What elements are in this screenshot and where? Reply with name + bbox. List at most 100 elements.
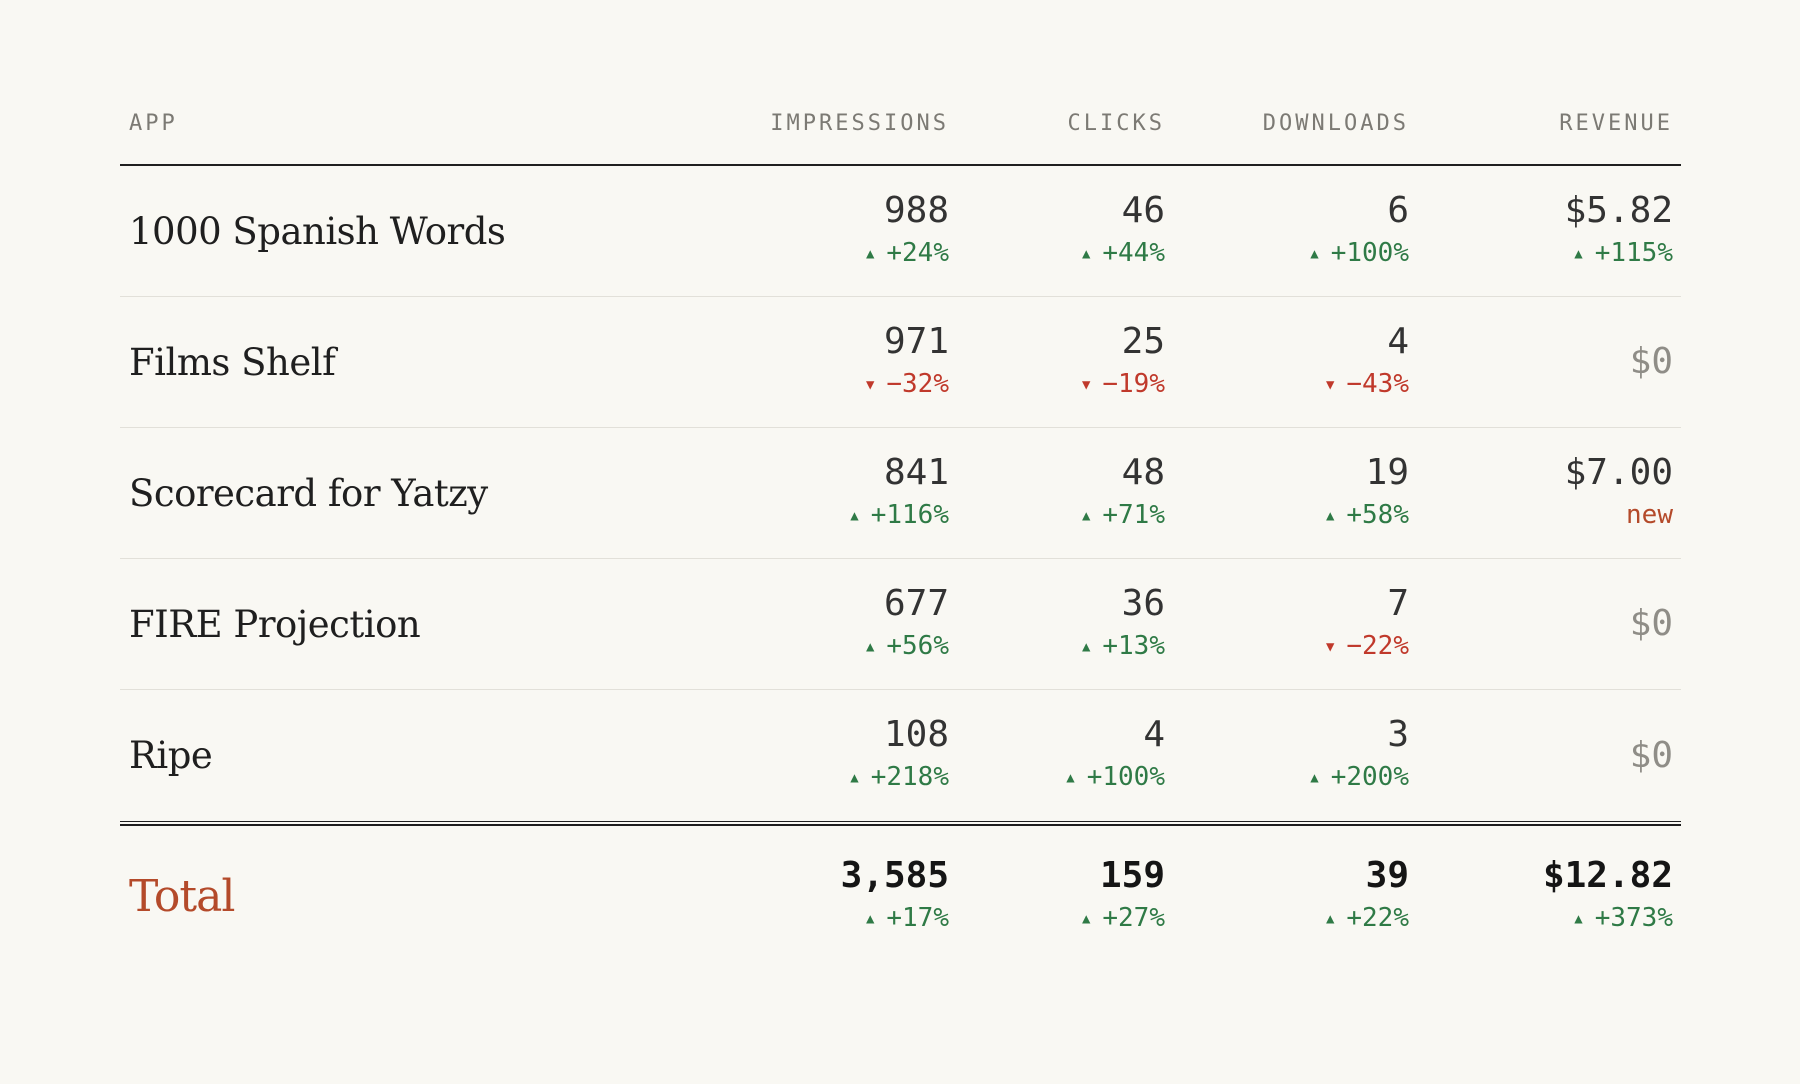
downloads-cell: 6 ▲ +100%: [1165, 189, 1409, 272]
metric-delta: new: [1626, 497, 1673, 533]
metric-delta: ▲ +22%: [1326, 900, 1409, 937]
metric-value: 108: [883, 714, 949, 755]
app-name: Scorecard for Yatzy: [129, 471, 488, 515]
metric-delta: ▲ +116%: [850, 497, 949, 534]
delta-text: +24%: [886, 237, 949, 268]
metric-value: $0: [1629, 341, 1673, 382]
delta-text: −22%: [1346, 630, 1409, 661]
metric-delta: ▲ +13%: [1082, 628, 1165, 665]
metric-value: $0: [1629, 734, 1673, 776]
metric-value: $0: [1629, 603, 1673, 644]
triangle-down-icon: ▼: [1325, 376, 1335, 393]
delta-text: −19%: [1102, 368, 1165, 399]
clicks-cell: 36 ▲ +13%: [949, 582, 1165, 665]
delta-text: +116%: [870, 499, 949, 530]
delta-text: +58%: [1346, 499, 1409, 530]
triangle-up-icon: ▲: [850, 770, 859, 786]
total-divider: [120, 821, 1681, 826]
metric-value: 7: [1387, 582, 1409, 624]
triangle-up-icon: ▲: [1081, 638, 1091, 655]
metric-delta: ▲ +100%: [1310, 235, 1409, 272]
revenue-cell: $7.00 new: [1409, 453, 1673, 533]
metric-value: $5.82: [1564, 189, 1673, 231]
revenue-cell: $0: [1409, 734, 1673, 776]
downloads-cell: 3 ▲ +200%: [1165, 715, 1409, 796]
metric-value: 6: [1387, 189, 1409, 231]
impressions-cell: 677 ▲ +56%: [647, 583, 949, 665]
downloads-cell: 4 ▼ −43%: [1165, 320, 1409, 403]
triangle-up-icon: ▲: [1081, 507, 1091, 524]
column-header-app: APP: [129, 111, 178, 136]
triangle-up-icon: ▲: [1310, 245, 1319, 262]
downloads-cell: 19 ▲ +58%: [1165, 451, 1409, 534]
metric-delta: ▲ +218%: [850, 759, 949, 796]
column-header-impressions: IMPRESSIONS: [770, 111, 949, 136]
app-name: Ripe: [129, 734, 213, 777]
impressions-cell: 841 ▲ +116%: [647, 451, 949, 534]
revenue-cell: $0: [1409, 604, 1673, 644]
metric-value: 3: [1387, 714, 1409, 755]
delta-text: +13%: [1102, 630, 1165, 661]
clicks-cell: 46 ▲ +44%: [949, 189, 1165, 272]
triangle-up-icon: ▲: [1574, 910, 1583, 927]
triangle-down-icon: ▼: [1325, 638, 1335, 655]
delta-text: +200%: [1330, 762, 1409, 792]
delta-text: −43%: [1346, 368, 1409, 399]
total-clicks-cell: 159 ▲ +27%: [949, 854, 1165, 937]
revenue-cell: $0: [1409, 342, 1673, 382]
metric-delta: ▼ −43%: [1326, 366, 1409, 403]
delta-text: new: [1626, 500, 1673, 530]
total-row: Total 3,585 ▲ +17% 159 ▲ +27% 39 ▲ +22% $12.82…: [120, 826, 1681, 966]
delta-text: +115%: [1594, 237, 1673, 268]
metric-delta: ▲ +58%: [1326, 497, 1409, 534]
metric-value: 19: [1365, 451, 1409, 493]
metric-value: $12.82: [1542, 854, 1673, 896]
total-impressions-cell: 3,585 ▲ +17%: [647, 854, 949, 937]
metric-delta: ▼ −22%: [1326, 628, 1409, 665]
metric-delta: ▲ +373%: [1574, 900, 1673, 937]
delta-text: +100%: [1086, 762, 1165, 792]
delta-text: +373%: [1594, 902, 1673, 933]
column-header-revenue: REVENUE: [1559, 111, 1673, 136]
impressions-cell: 971 ▼ −32%: [647, 320, 949, 403]
delta-text: +44%: [1102, 237, 1165, 268]
triangle-down-icon: ▼: [865, 376, 875, 393]
metric-value: 988: [883, 189, 949, 231]
total-label: Total: [129, 870, 235, 922]
metric-delta: ▲ +71%: [1082, 497, 1165, 534]
metric-value: 971: [883, 320, 949, 362]
metric-value: 4: [1387, 320, 1409, 362]
metric-delta: ▲ +56%: [866, 628, 949, 665]
metric-value: 36: [1121, 582, 1165, 624]
impressions-cell: 988 ▲ +24%: [647, 189, 949, 272]
triangle-up-icon: ▲: [865, 638, 875, 655]
downloads-cell: 7 ▼ −22%: [1165, 582, 1409, 665]
table-row: Films Shelf 971 ▼ −32% 25 ▼ −19% 4 ▼ −43% $0: [120, 297, 1681, 428]
table-header: APP IMPRESSIONS CLICKS DOWNLOADS REVENUE: [120, 96, 1681, 166]
triangle-up-icon: ▲: [1066, 770, 1075, 786]
app-name: FIRE Projection: [129, 602, 421, 646]
metric-delta: ▲ +115%: [1574, 235, 1673, 272]
app-name: Films Shelf: [129, 340, 336, 384]
delta-text: +56%: [886, 630, 949, 661]
column-header-downloads: DOWNLOADS: [1262, 111, 1409, 136]
total-downloads-cell: 39 ▲ +22%: [1165, 855, 1409, 937]
metric-delta: ▲ +27%: [1082, 900, 1165, 937]
metric-delta: ▼ −19%: [1082, 366, 1165, 403]
metric-delta: ▲ +200%: [1310, 759, 1409, 796]
table-row: 1000 Spanish Words 988 ▲ +24% 46 ▲ +44% 6 ▲ +100%…: [120, 166, 1681, 297]
table-row: Scorecard for Yatzy 841 ▲ +116% 48 ▲ +71% 19 ▲ +5…: [120, 428, 1681, 559]
metric-value: 841: [883, 451, 949, 493]
triangle-up-icon: ▲: [850, 507, 859, 524]
clicks-cell: 4 ▲ +100%: [949, 715, 1165, 796]
delta-text: +27%: [1102, 902, 1165, 933]
delta-text: +218%: [870, 762, 949, 792]
metric-delta: ▲ +100%: [1066, 759, 1165, 796]
metric-value: 3,585: [840, 854, 949, 896]
triangle-up-icon: ▲: [1081, 245, 1091, 262]
metric-value: 46: [1121, 189, 1165, 231]
metric-delta: ▲ +17%: [866, 900, 949, 937]
metric-delta: ▼ −32%: [866, 366, 949, 403]
metric-delta: ▲ +44%: [1082, 235, 1165, 272]
metric-value: 159: [1099, 854, 1165, 896]
